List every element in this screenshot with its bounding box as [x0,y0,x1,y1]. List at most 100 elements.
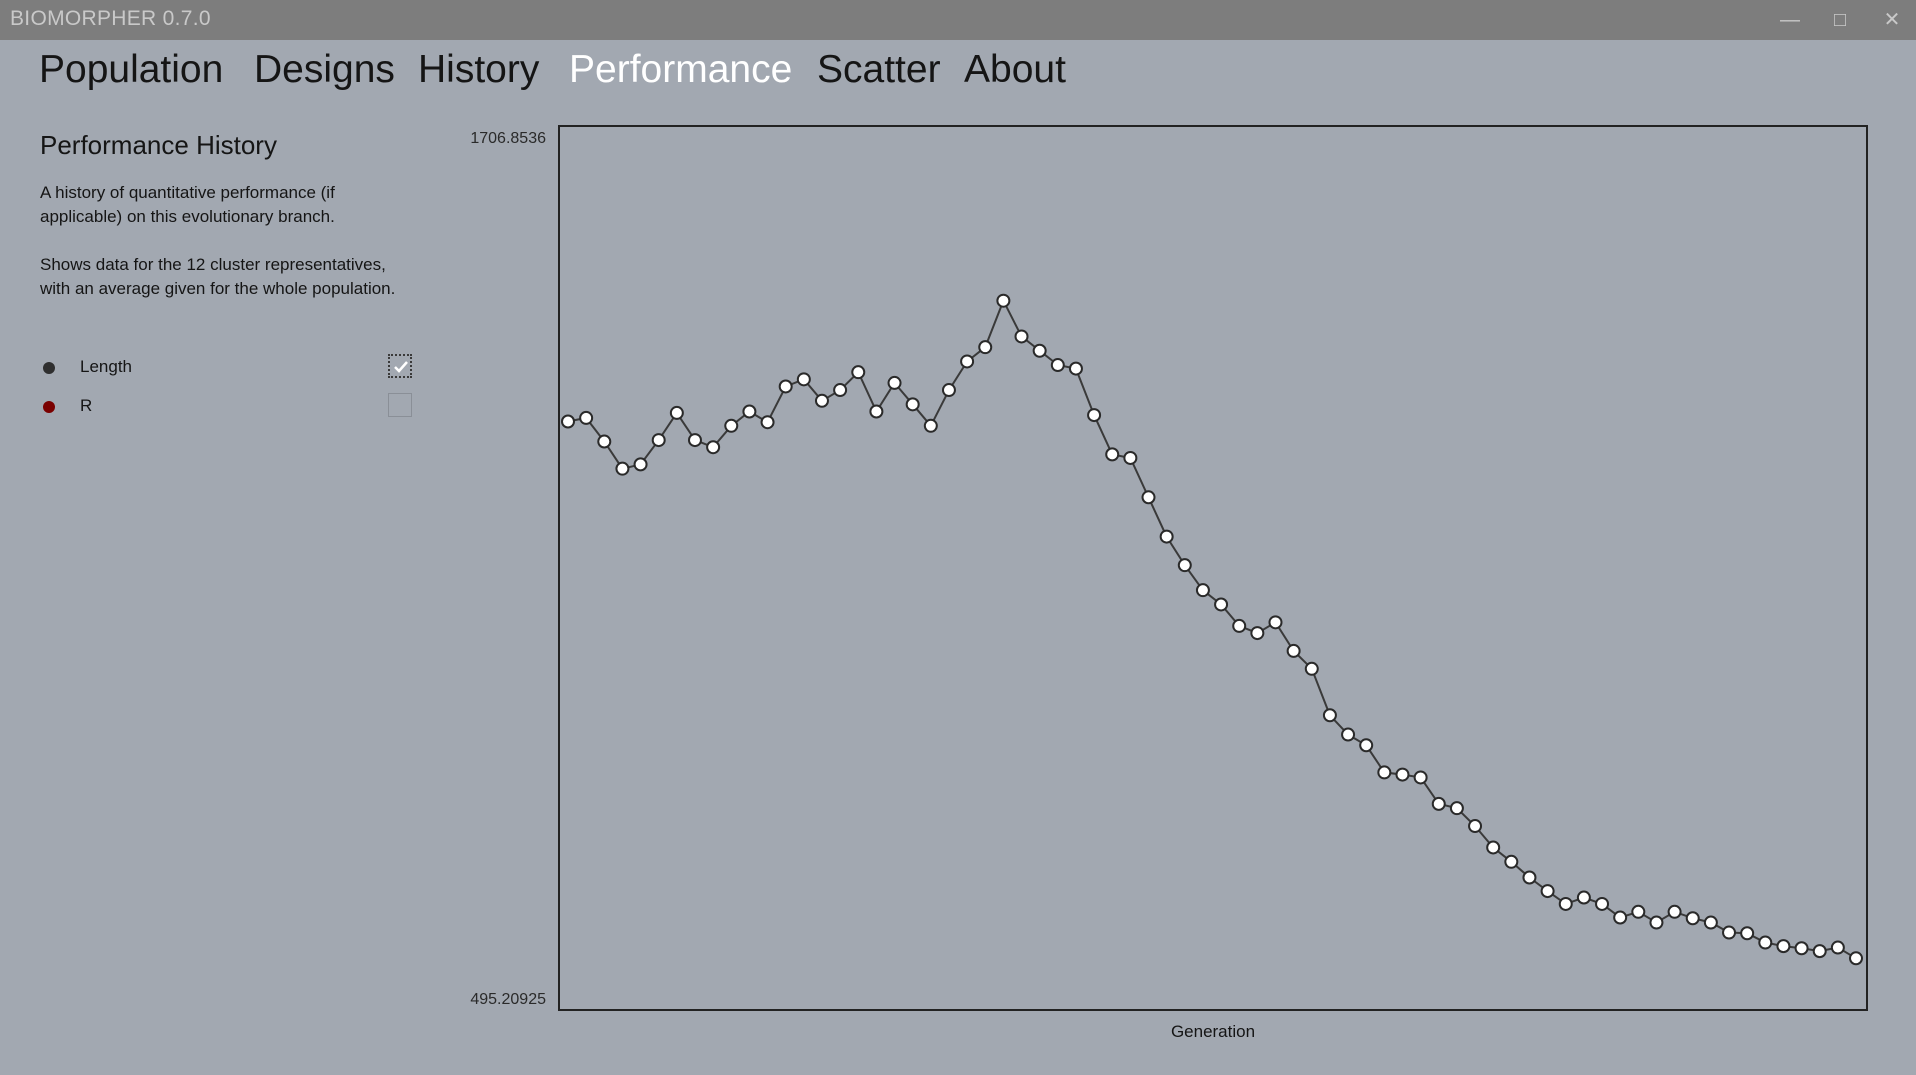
average-point [1449,801,1464,816]
average-point [1068,361,1083,376]
average-point [1413,770,1428,785]
average-point [1014,329,1029,344]
panel-title: Performance History [40,130,277,160]
average-point [1159,529,1174,544]
tab-scatter[interactable]: Scatter [817,48,941,91]
average-point [1105,447,1120,462]
length-dot-icon [43,362,55,374]
average-point [579,410,594,425]
panel-description: A history of quantitative performance (i… [40,183,335,226]
average-point [561,414,575,429]
average-point [1195,583,1210,598]
average-point [633,457,648,472]
average-point [814,393,829,408]
average-point [1286,643,1301,658]
average-point [1032,343,1047,358]
average-point [1177,558,1192,573]
average-point [1794,941,1809,956]
average-point [1849,951,1863,966]
average-point [941,383,956,398]
average-point [1468,819,1483,834]
average-point [669,405,684,420]
average-point [833,383,848,398]
average-point [851,365,866,380]
tab-performance[interactable]: Performance [569,48,793,91]
y-max-label: 1706.8536 [470,130,546,147]
average-point [1304,661,1319,676]
average-point [724,418,739,433]
average-point [742,404,757,419]
average-point [1540,884,1555,899]
average-point [1685,911,1700,926]
tab-history[interactable]: History [418,48,540,91]
performance-plot [558,125,1868,1011]
average-point [923,418,938,433]
average-point [1377,765,1392,780]
average-point [1322,708,1337,723]
average-point [1359,738,1374,753]
average-point [760,415,775,430]
average-point [1830,940,1845,955]
average-point [1268,615,1283,630]
average-point [869,404,884,419]
r-dot-icon [43,401,55,413]
tab-designs[interactable]: Designs [254,48,395,91]
legend-item-length: Length [40,354,420,381]
average-point [1395,767,1410,782]
average-point [1558,896,1573,911]
title-bar: BIOMORPHER 0.7.0 — □ ✕ [0,0,1916,40]
tab-population[interactable]: Population [39,48,224,91]
average-point [1123,450,1138,465]
average-point [1758,935,1773,950]
average-point [996,293,1011,308]
average-point [1740,926,1755,941]
average-line [567,298,1857,960]
average-point [1522,870,1537,885]
average-point [1214,597,1229,612]
average-point [1486,840,1501,855]
average-point [706,440,721,455]
checkmark-icon [394,361,408,373]
close-icon[interactable]: ✕ [1883,9,1901,31]
y-min-label: 495.20925 [470,991,546,1008]
average-point [1431,796,1446,811]
legend-item-r: R [40,393,420,420]
average-point [1667,904,1682,919]
average-point [1595,896,1610,911]
average-point [905,397,920,412]
legend-label-length: Length [80,357,132,376]
average-point [1504,854,1519,869]
average-point [615,461,630,476]
average-point [960,354,975,369]
average-point [1087,408,1102,423]
average-point [1649,915,1664,930]
average-point [796,372,811,387]
average-point [651,433,666,448]
average-point [1613,910,1628,925]
average-point [1141,490,1156,505]
average-point [1631,904,1646,919]
average-point [887,375,902,390]
maximize-icon[interactable]: □ [1833,9,1847,31]
average-point [597,434,612,449]
r-checkbox[interactable] [388,393,412,417]
minimize-icon[interactable]: — [1780,9,1800,31]
average-point [1341,727,1356,742]
x-axis-label: Generation [1170,1022,1256,1041]
average-point [1776,939,1791,954]
plot-canvas [561,293,1863,966]
average-point [1232,618,1247,633]
average-point [1812,944,1827,959]
panel-description-2: Shows data for the 12 cluster representa… [40,255,396,298]
average-point [1703,915,1718,930]
average-point [1050,358,1065,373]
average-point [1722,925,1737,940]
average-point [687,433,702,448]
tab-about[interactable]: About [964,48,1066,91]
average-point [778,379,793,394]
app-title: BIOMORPHER 0.7.0 [10,7,211,30]
legend-label-r: R [80,396,93,415]
average-point [1576,890,1591,905]
length-checkbox[interactable] [388,354,412,378]
average-point [978,340,993,355]
